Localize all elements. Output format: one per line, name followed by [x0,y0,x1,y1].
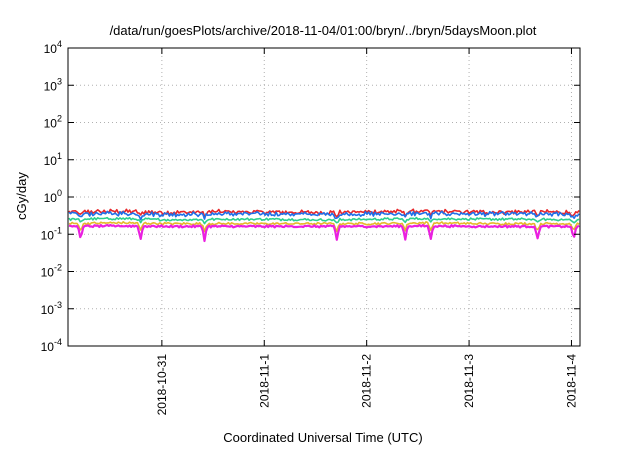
y-axis-label: cGy/day [14,172,29,220]
grid [68,48,580,346]
y-tick-label: 10-2 [41,263,62,280]
y-tick-label: 10-1 [41,225,62,242]
y-tick-label: 10-4 [41,337,62,354]
y-tick-label: 102 [44,114,62,131]
x-tick-label: 2018-10-31 [155,354,169,416]
x-tick-label: 2018-11-2 [360,354,374,408]
series-line [68,221,580,233]
x-tick-label: 2018-11-3 [462,354,476,408]
x-tick-label: 2018-11-4 [564,354,578,408]
series-group [68,208,580,243]
y-tick-label: 10-3 [41,300,62,317]
x-tick-label: 2018-11-1 [257,354,271,408]
plot-frame [67,47,581,347]
y-tick-label: 100 [44,188,62,205]
y-tick-label: 103 [44,76,62,93]
tick-labels: 10-4 10-3 10-2 10-1 100 101 102 103 104 2018-10-3… [41,39,579,415]
y-tick-label: 101 [44,151,62,168]
axes [67,47,581,347]
chart-title: /data/run/goesPlots/archive/2018-11-04/0… [110,23,537,38]
y-tick-label: 104 [44,39,62,56]
x-axis-label: Coordinated Universal Time (UTC) [223,430,422,445]
series-line [68,210,580,221]
series-line [68,216,580,225]
series-line [68,223,580,243]
